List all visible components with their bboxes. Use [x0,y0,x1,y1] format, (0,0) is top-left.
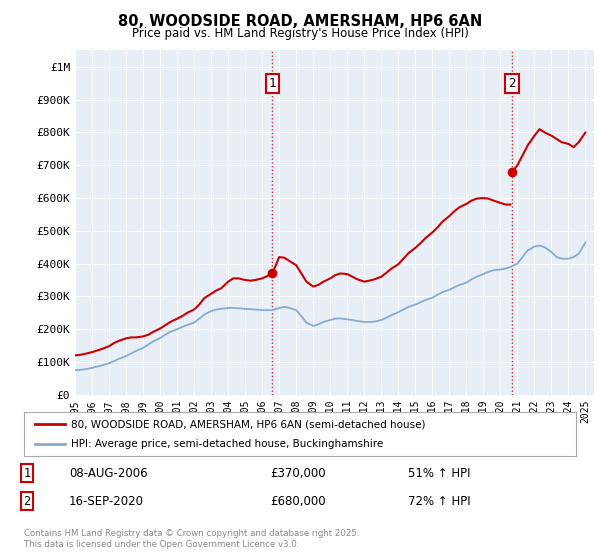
Text: 51% ↑ HPI: 51% ↑ HPI [408,466,470,480]
Text: 2: 2 [23,494,31,508]
Text: 1: 1 [269,77,276,90]
Text: 72% ↑ HPI: 72% ↑ HPI [408,494,470,508]
Text: Price paid vs. HM Land Registry's House Price Index (HPI): Price paid vs. HM Land Registry's House … [131,27,469,40]
Text: £370,000: £370,000 [270,466,326,480]
Text: 16-SEP-2020: 16-SEP-2020 [69,494,144,508]
Text: 80, WOODSIDE ROAD, AMERSHAM, HP6 6AN (semi-detached house): 80, WOODSIDE ROAD, AMERSHAM, HP6 6AN (se… [71,419,425,429]
Text: 80, WOODSIDE ROAD, AMERSHAM, HP6 6AN: 80, WOODSIDE ROAD, AMERSHAM, HP6 6AN [118,14,482,29]
Text: Contains HM Land Registry data © Crown copyright and database right 2025.
This d: Contains HM Land Registry data © Crown c… [24,529,359,549]
Text: 08-AUG-2006: 08-AUG-2006 [69,466,148,480]
Text: 2: 2 [509,77,516,90]
Text: £680,000: £680,000 [270,494,326,508]
Text: 1: 1 [23,466,31,480]
Text: HPI: Average price, semi-detached house, Buckinghamshire: HPI: Average price, semi-detached house,… [71,439,383,449]
